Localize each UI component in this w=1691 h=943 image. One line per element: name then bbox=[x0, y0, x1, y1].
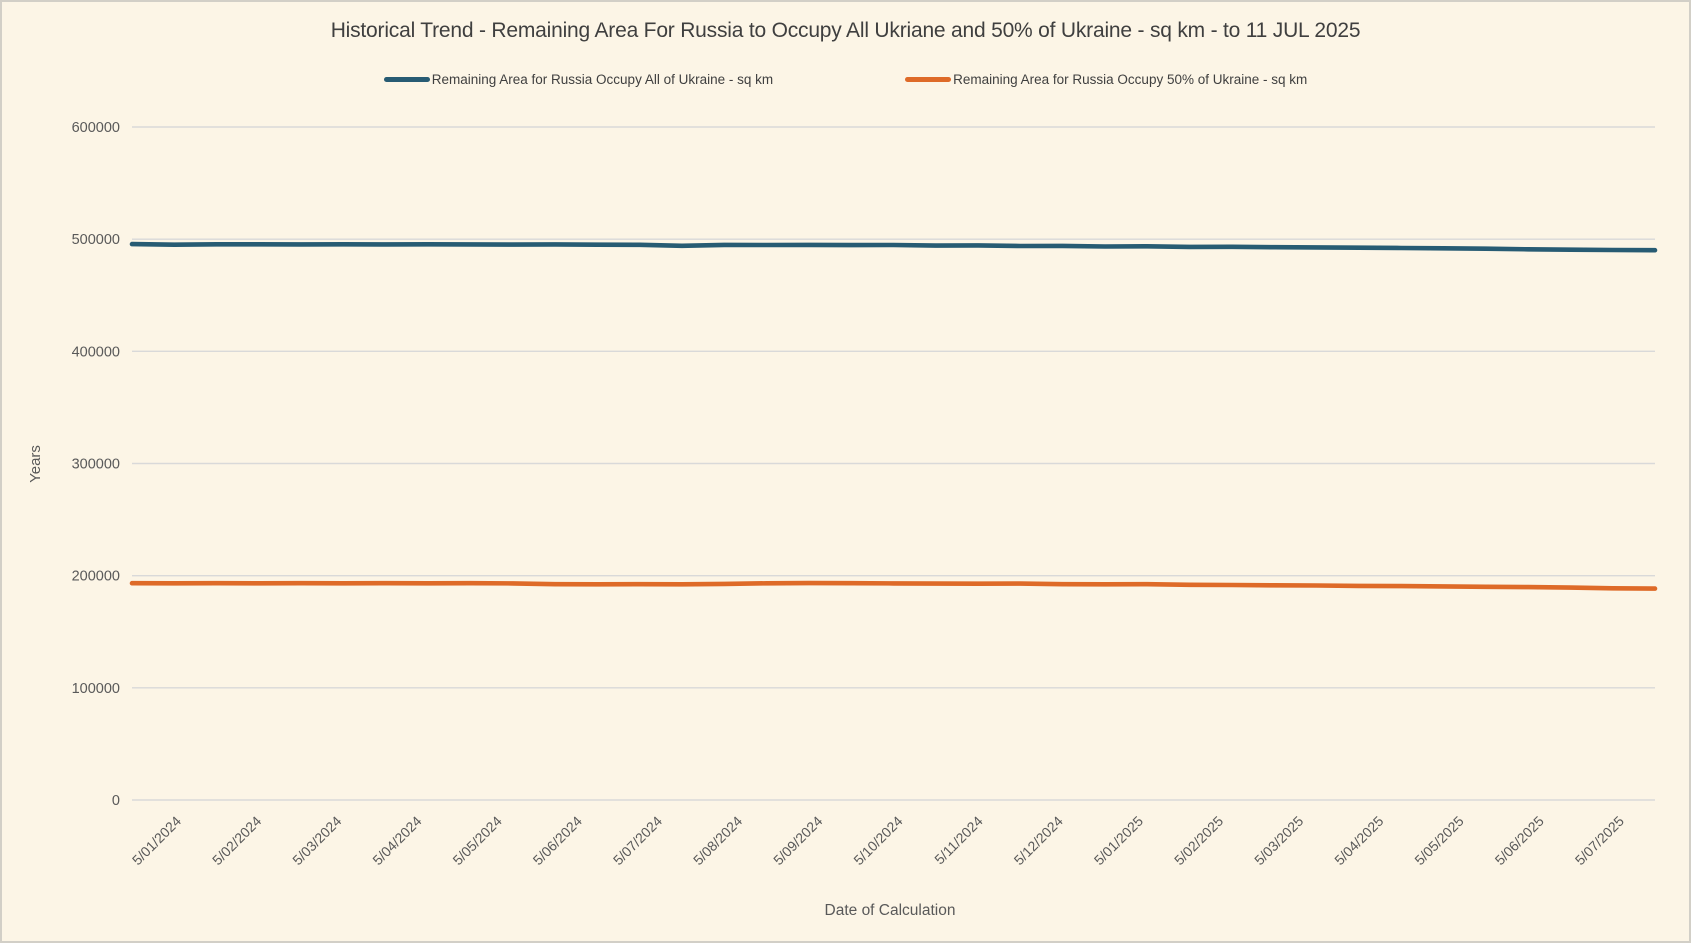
legend-swatch-all-ukraine-icon bbox=[383, 77, 430, 82]
grid-layer: 0 100000 200000 300000 400000 500000 600000 bbox=[72, 120, 1655, 809]
series-line-1 bbox=[129, 580, 1658, 591]
x-tick-label: 5/11/2024 bbox=[931, 813, 986, 868]
x-tick-label: 5/12/2024 bbox=[1011, 813, 1067, 869]
x-tick-label: 5/07/2025 bbox=[1572, 813, 1628, 869]
y-tick-label: 0 bbox=[112, 793, 120, 809]
legend: Remaining Area for Russia Occupy All of … bbox=[2, 72, 1689, 87]
legend-item-50pct-ukraine: Remaining Area for Russia Occupy 50% of … bbox=[905, 72, 1307, 87]
series-line-0 bbox=[129, 241, 1658, 253]
series-layer bbox=[129, 241, 1658, 591]
y-tick-label: 500000 bbox=[72, 232, 120, 248]
x-tick-label: 5/04/2024 bbox=[369, 813, 425, 869]
x-tick-label: 5/02/2024 bbox=[209, 813, 265, 869]
chart-title: Historical Trend - Remaining Area For Ru… bbox=[330, 19, 1361, 42]
x-tick-label: 5/05/2025 bbox=[1411, 813, 1467, 869]
legend-label-50pct-ukraine: Remaining Area for Russia Occupy 50% of … bbox=[953, 72, 1308, 87]
y-tick-label: 400000 bbox=[72, 344, 120, 360]
y-tick-label: 100000 bbox=[72, 681, 120, 697]
y-tick-label: 200000 bbox=[72, 569, 120, 585]
x-tick-label: 5/04/2025 bbox=[1331, 813, 1387, 869]
legend-label-all-ukraine: Remaining Area for Russia Occupy All of … bbox=[431, 72, 774, 87]
x-tick-label: 5/01/2025 bbox=[1091, 813, 1147, 869]
x-tick-label: 5/02/2025 bbox=[1171, 813, 1227, 869]
legend-swatch-50pct-ukraine-icon bbox=[905, 77, 952, 82]
x-tick-label: 5/03/2024 bbox=[289, 813, 345, 869]
y-tick-label: 300000 bbox=[72, 457, 120, 473]
x-tick-label: 5/06/2025 bbox=[1492, 813, 1548, 869]
x-tick-label: 5/01/2024 bbox=[129, 813, 185, 869]
x-tick-label: 5/10/2024 bbox=[850, 813, 906, 869]
x-tick-label: 5/09/2024 bbox=[770, 813, 826, 869]
x-tick-label: 5/08/2024 bbox=[690, 813, 746, 869]
legend-item-all-ukraine: Remaining Area for Russia Occupy All of … bbox=[383, 72, 774, 87]
y-tick-label: 600000 bbox=[72, 120, 120, 136]
x-tick-label: 5/07/2024 bbox=[610, 813, 666, 869]
x-tick-label: 5/05/2024 bbox=[449, 813, 505, 869]
x-tick-label: 5/03/2025 bbox=[1251, 813, 1307, 869]
y-axis-title: Years bbox=[27, 445, 44, 483]
x-axis-title: Date of Calculation bbox=[825, 902, 956, 919]
x-tick-layer: 5/01/2024 5/02/2024 5/03/2024 5/04/2024 5/05… bbox=[129, 813, 1627, 869]
x-tick-label: 5/06/2024 bbox=[530, 813, 586, 869]
